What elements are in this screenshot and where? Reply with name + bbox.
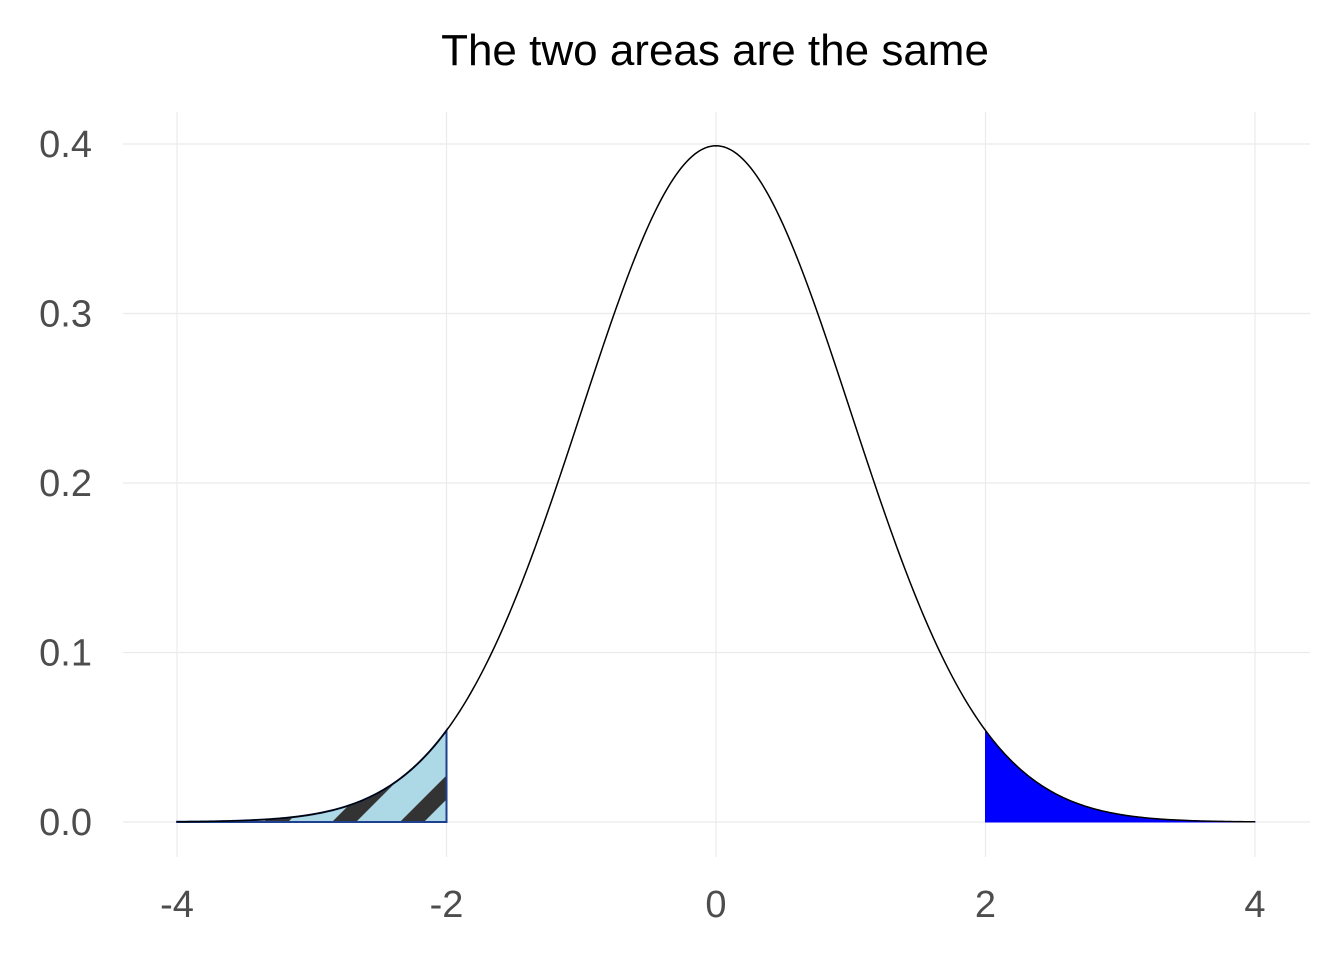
y-tick-label: 0.3 [39, 294, 92, 336]
chart-title: The two areas are the same [441, 26, 989, 75]
x-tick-label: 0 [705, 884, 726, 926]
x-tick-label: 2 [975, 884, 996, 926]
y-axis: 0.0 0.1 0.2 0.3 0.4 [39, 124, 92, 844]
x-tick-label: -4 [160, 884, 194, 926]
right-tail-filled-area [985, 728, 1256, 823]
density-curve-layer [176, 145, 1256, 823]
y-tick-label: 0.2 [39, 463, 92, 505]
grid-lines [123, 112, 1310, 857]
x-tick-label: 4 [1244, 884, 1265, 926]
left-tail-hatched-area [176, 727, 448, 823]
density-curve [176, 145, 1256, 823]
x-tick-label: -2 [430, 884, 464, 926]
y-tick-label: 0.0 [39, 802, 92, 844]
y-tick-label: 0.4 [39, 124, 92, 166]
x-axis: -4 -2 0 2 4 [160, 884, 1265, 926]
y-tick-label: 0.1 [39, 633, 92, 675]
